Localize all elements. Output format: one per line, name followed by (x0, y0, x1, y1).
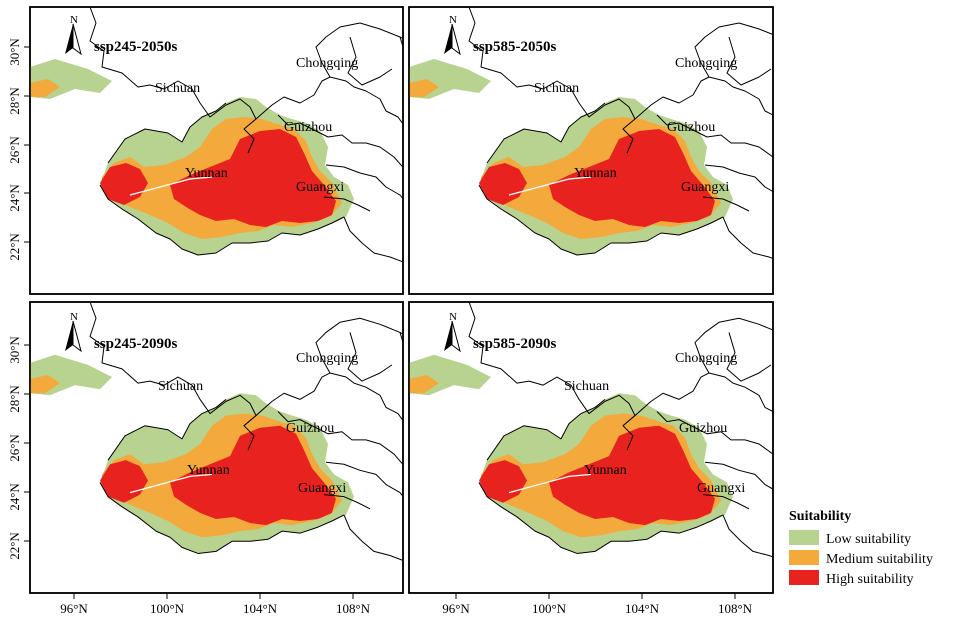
x-tick-label: 100°N (532, 601, 567, 616)
label-yunnan: Yunnan (185, 166, 228, 181)
panel-title: ssp585-2050s (473, 39, 557, 55)
label-sichuan: Sichuan (155, 81, 200, 96)
panel-title: ssp585-2090s (473, 336, 557, 352)
panel-title: ssp245-2090s (94, 336, 178, 352)
label-chongqing: Chongqing (675, 351, 737, 366)
y-axis-bottom: 30°N 28°N 26°N 24°N 22°N (7, 336, 22, 560)
x-axis-left: 96°N 100°N 104°N 108°N (60, 601, 370, 616)
y-tick-label: 24°N (7, 483, 22, 511)
legend-swatch-medium (789, 550, 819, 565)
north-label: N (70, 311, 78, 323)
legend-label-medium: Medium suitability (826, 552, 933, 567)
label-guangxi: Guangxi (681, 180, 729, 195)
label-guizhou: Guizhou (284, 120, 332, 135)
label-guangxi: Guangxi (296, 180, 344, 195)
label-yunnan: Yunnan (574, 166, 617, 181)
label-sichuan: Sichuan (158, 379, 203, 394)
legend-label-low: Low suitability (826, 532, 911, 547)
x-tick-label: 100°N (150, 601, 185, 616)
y-tick-label: 26°N (7, 434, 22, 462)
north-label: N (449, 14, 457, 26)
label-chongqing: Chongqing (296, 351, 358, 366)
legend-swatch-low (789, 530, 819, 545)
y-tick-label: 22°N (7, 233, 22, 261)
y-tick-label: 26°N (7, 136, 22, 164)
y-tick-label: 28°N (7, 385, 22, 413)
x-tick-label: 108°N (718, 601, 753, 616)
x-tick-label: 96°N (60, 601, 88, 616)
y-tick-label: 30°N (7, 38, 22, 66)
y-axis-ticks-top (24, 46, 30, 243)
y-tick-label: 24°N (7, 184, 22, 212)
north-label: N (70, 14, 78, 26)
x-axis-right: 96°N 100°N 104°N 108°N (442, 601, 752, 616)
y-axis-top: 30°N 28°N 26°N 24°N 22°N (7, 38, 22, 261)
label-chongqing: Chongqing (296, 56, 358, 71)
x-axis-ticks-left (73, 593, 354, 599)
label-yunnan: Yunnan (584, 463, 627, 478)
north-label: N (449, 311, 457, 323)
legend-title: Suitability (789, 509, 851, 524)
y-axis-ticks-bottom (24, 344, 30, 542)
map-panel-ssp245-2090s: N ssp245-2090s Sichuan Chongqing Guizhou… (29, 301, 404, 594)
x-tick-label: 104°N (625, 601, 660, 616)
label-chongqing: Chongqing (675, 56, 737, 71)
x-tick-label: 104°N (243, 601, 278, 616)
label-guizhou: Guizhou (286, 421, 334, 436)
x-tick-label: 108°N (336, 601, 371, 616)
panel-title: ssp245-2050s (94, 39, 178, 55)
x-tick-label: 96°N (442, 601, 470, 616)
legend: Suitability Low suitability Medium suita… (789, 509, 933, 587)
label-guangxi: Guangxi (697, 481, 745, 496)
label-guizhou: Guizhou (679, 421, 727, 436)
label-yunnan: Yunnan (187, 463, 230, 478)
map-panel-ssp585-2090s: N ssp585-2090s Sichuan Chongqing Guizhou… (408, 301, 774, 594)
legend-label-high: High suitability (826, 572, 914, 587)
map-panel-ssp585-2050s: N ssp585-2050s Sichuan Chongqing Guizhou… (408, 6, 774, 295)
y-tick-label: 30°N (7, 336, 22, 364)
legend-swatch-high (789, 570, 819, 585)
x-axis-ticks-right (455, 593, 736, 599)
y-tick-label: 28°N (7, 87, 22, 115)
label-guangxi: Guangxi (298, 481, 346, 496)
label-guizhou: Guizhou (667, 120, 715, 135)
map-panel-ssp245-2050s: N ssp245-2050s Sichuan Chongqing Guizhou… (29, 6, 404, 295)
label-sichuan: Sichuan (564, 379, 609, 394)
y-tick-label: 22°N (7, 532, 22, 560)
label-sichuan: Sichuan (534, 81, 579, 96)
